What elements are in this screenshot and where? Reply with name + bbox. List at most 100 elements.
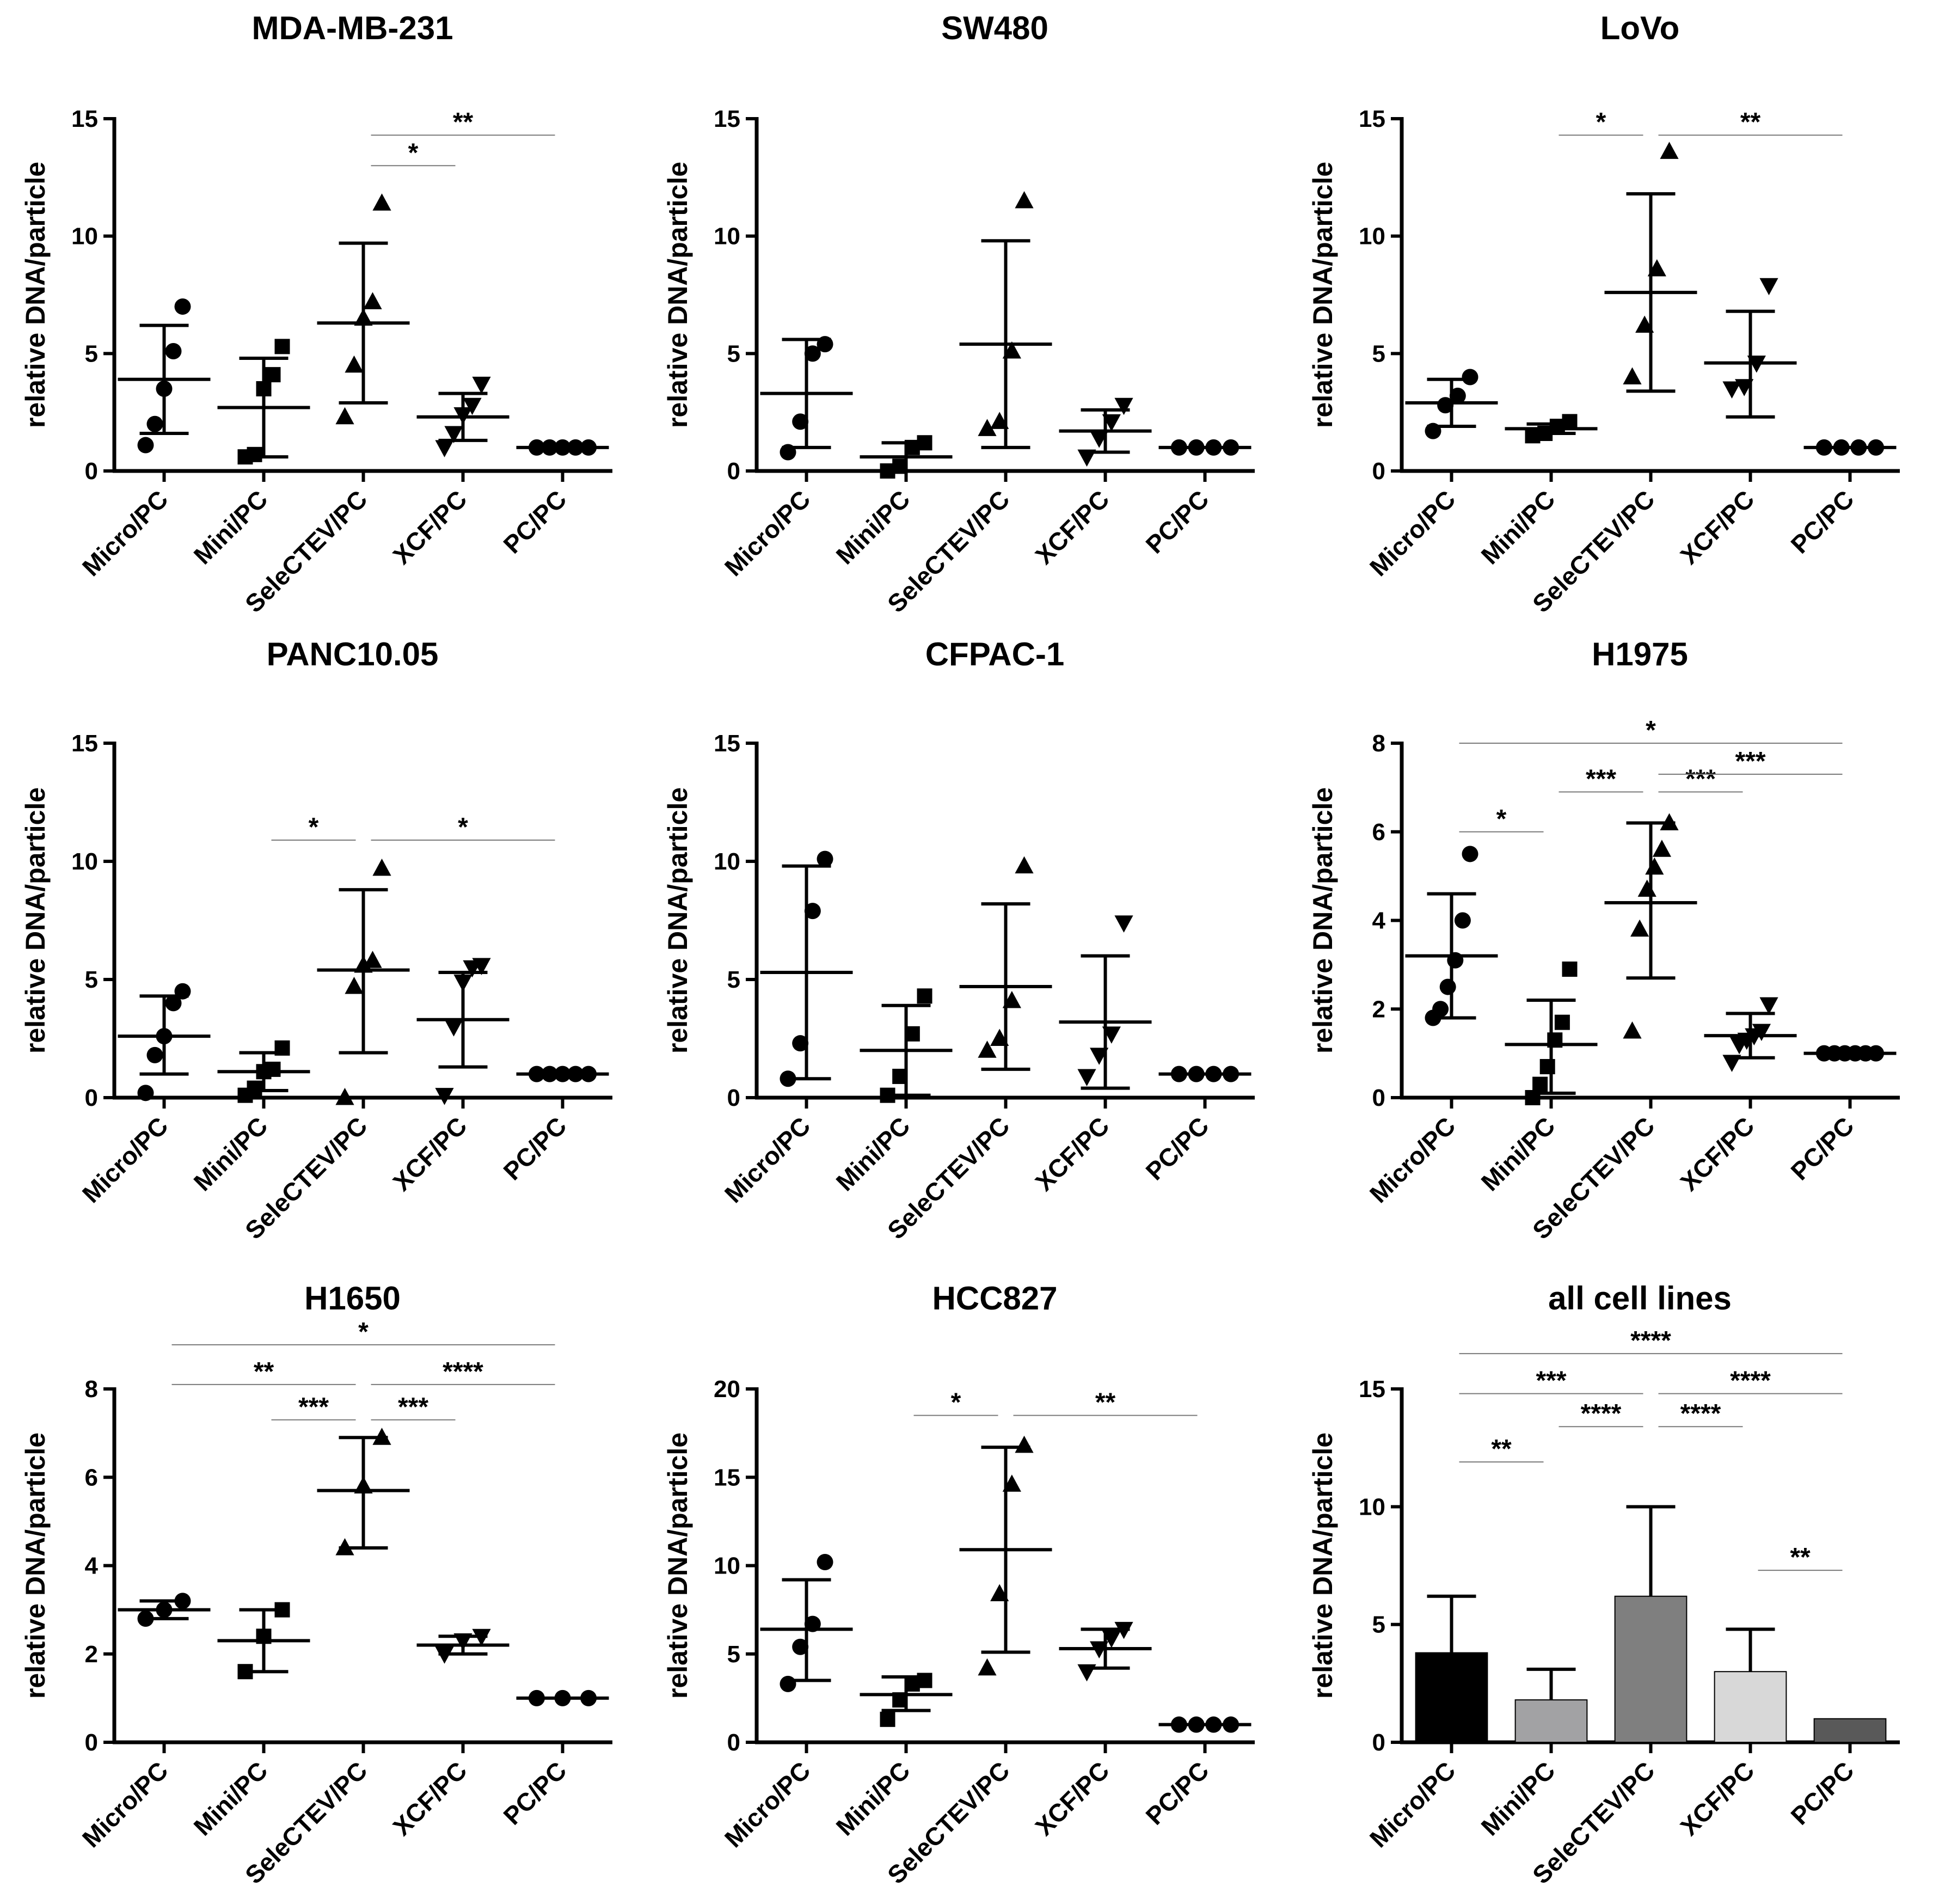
data-point [780,1675,796,1692]
panel-5: CFPAC-1 relative DNA/particle 0 5 10 15 Micro/… [662,636,1255,1245]
data-point [1015,191,1034,209]
y-tick-label: 15 [714,730,740,757]
data-point [372,859,391,876]
panel-title: H1650 [304,1280,401,1317]
x-tick-label: Mini/PC [831,485,916,570]
y-tick-label: 10 [71,848,98,875]
y-tick-label: 0 [1372,458,1385,485]
y-tick-label: 10 [714,1553,740,1579]
data-point [817,1554,833,1571]
data-point [165,343,182,360]
x-tick-label: Mini/PC [1476,1111,1561,1196]
significance-label: * [1496,805,1507,834]
data-point [463,397,482,415]
data-point [1077,449,1096,467]
x-tick-label: XCF/PC [1675,1111,1760,1196]
panel-1: MDA-MB-231 relative DNA/particle 0 5 10 15 Mic… [20,10,612,618]
data-point [265,367,281,383]
data-point [792,1035,809,1052]
x-tick-label: Micro/PC [77,1111,174,1208]
data-point [363,292,382,309]
y-axis-label: relative DNA/particle [20,1432,51,1699]
panel-3: LoVo relative DNA/particle 0 5 10 15 Micro/PC M… [1308,10,1900,618]
data-point [1432,1001,1449,1018]
bar [1813,1718,1887,1743]
panel-6: H1975 relative DNA/particle 0 2 4 6 8 Micro/PC M… [1308,636,1900,1245]
x-tick-label: XCF/PC [388,1111,473,1196]
y-tick-label: 0 [85,458,98,485]
y-tick-label: 15 [71,106,98,132]
panel-8: HCC827 relative DNA/particle 0 5 10 15 20 Micro… [662,1280,1255,1889]
x-tick-label: XCF/PC [1675,1756,1760,1841]
data-point [1623,367,1642,384]
significance-label: * [309,813,319,842]
data-point [1660,142,1679,159]
data-point [335,1088,354,1105]
y-tick-label: 5 [85,340,98,367]
x-tick-label: Micro/PC [1364,1111,1461,1208]
data-point [444,426,463,443]
significance-label: * [951,1388,961,1417]
data-point [274,339,290,354]
significance-label: **** [443,1357,483,1386]
data-point [880,1711,895,1727]
y-tick-label: 2 [1372,996,1385,1023]
panel-title: CFPAC-1 [925,636,1065,672]
data-point [335,407,354,425]
x-tick-label: Micro/PC [719,485,816,581]
x-tick-label: Micro/PC [77,1756,174,1853]
significance-label: ** [1491,1435,1512,1464]
panel-title: H1975 [1592,636,1688,672]
data-point [1623,1021,1642,1039]
x-tick-label: PC/PC [498,1111,572,1185]
significance-label: ** [1740,108,1761,137]
data-point [978,1040,997,1058]
y-tick-label: 6 [1372,819,1385,846]
significance-label: * [358,1318,369,1346]
y-tick-label: 10 [71,223,98,250]
y-tick-label: 10 [1359,1493,1385,1520]
x-tick-label: Mini/PC [188,485,273,570]
data-point [1077,1069,1096,1086]
data-point [1437,397,1454,414]
data-point [345,355,364,373]
data-point [1449,387,1466,404]
y-tick-label: 5 [727,1641,740,1668]
y-tick-label: 5 [727,340,740,367]
x-tick-label: Micro/PC [77,485,174,581]
data-point [444,1019,463,1037]
data-point [372,193,391,211]
x-tick-label: PC/PC [1140,485,1214,559]
data-point [1637,879,1656,897]
x-tick-label: PC/PC [1785,485,1859,559]
panel-title: all cell lines [1548,1280,1732,1317]
x-tick-label: PC/PC [1785,1756,1859,1830]
data-point [435,440,454,457]
data-point [1439,978,1456,995]
y-tick-label: 0 [1372,1085,1385,1111]
panel-title: MDA-MB-231 [251,10,453,46]
significance-label: **** [1630,1326,1671,1355]
x-tick-label: PC/PC [1140,1111,1214,1185]
significance-label: *** [1536,1367,1566,1395]
x-tick-label: XCF/PC [388,485,473,570]
significance-label: ** [1095,1388,1116,1417]
data-point [1752,1024,1771,1041]
y-tick-label: 0 [727,458,740,485]
y-tick-label: 15 [1359,106,1385,132]
x-tick-label: Mini/PC [188,1111,273,1196]
y-axis-label: relative DNA/particle [662,1432,693,1699]
panel-7: H1650 relative DNA/particle 0 2 4 6 8 Micro/PC M… [20,1280,612,1889]
data-point [1554,1014,1570,1030]
data-point [1562,962,1578,977]
panel-4: PANC10.05 relative DNA/particle 0 5 10 15 Micr… [20,636,612,1245]
significance-label: *** [298,1393,329,1422]
y-tick-label: 4 [1372,908,1386,934]
data-point [1454,912,1471,929]
y-tick-label: 10 [714,223,740,250]
data-point [917,1673,932,1688]
bar [1614,1595,1688,1743]
data-point [792,413,809,430]
y-tick-label: 0 [1372,1729,1385,1756]
data-point [1630,919,1649,937]
